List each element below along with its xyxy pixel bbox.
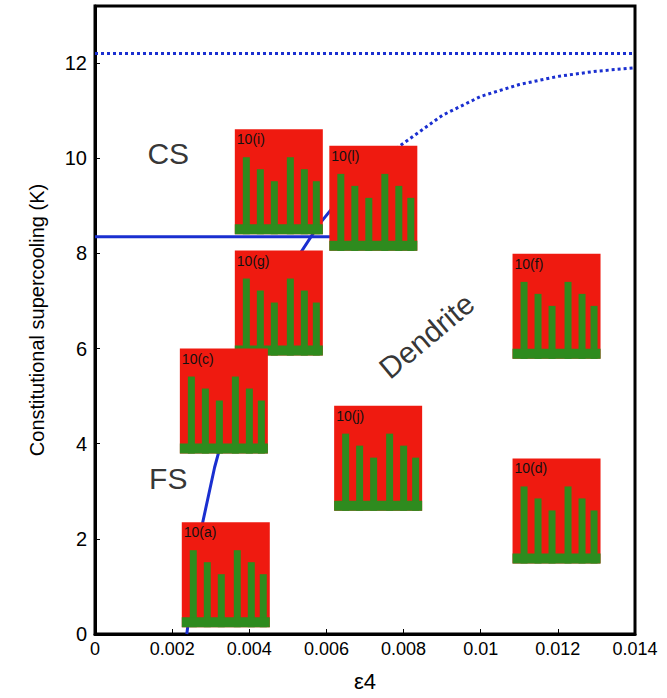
svg-text:8: 8 [76,242,87,264]
svg-text:0.008: 0.008 [381,639,426,659]
svg-text:0.014: 0.014 [612,639,657,659]
svg-text:6: 6 [76,338,87,360]
svg-text:10(g): 10(g) [237,253,270,269]
svg-text:Constitutional supercooling (K: Constitutional supercooling (K) [26,184,48,456]
svg-text:0.006: 0.006 [304,639,349,659]
svg-text:2: 2 [76,528,87,550]
svg-text:10: 10 [65,147,87,169]
svg-text:10(f): 10(f) [515,256,544,272]
svg-text:Dendrite: Dendrite [373,287,481,385]
svg-text:0.012: 0.012 [535,639,580,659]
svg-text:10(a): 10(a) [184,524,217,540]
svg-text:0.01: 0.01 [463,639,498,659]
svg-text:FS: FS [149,462,187,495]
svg-text:10(l): 10(l) [331,148,359,164]
svg-text:0.002: 0.002 [150,639,195,659]
svg-text:0: 0 [90,639,100,659]
svg-text:12: 12 [65,52,87,74]
svg-text:10(d): 10(d) [515,460,548,476]
svg-text:0.004: 0.004 [227,639,272,659]
svg-text:10(j): 10(j) [336,408,364,424]
svg-text:CS: CS [147,137,189,170]
svg-text:10(c): 10(c) [182,351,214,367]
svg-text:0: 0 [76,623,87,645]
svg-text:ε4: ε4 [354,669,376,694]
svg-text:10(i): 10(i) [237,131,265,147]
svg-text:4: 4 [76,433,87,455]
